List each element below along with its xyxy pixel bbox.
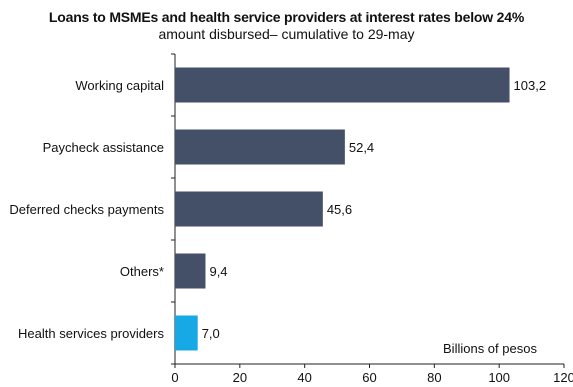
category-label: Health services providers [18, 326, 164, 341]
bar [175, 129, 345, 165]
bar [175, 67, 510, 103]
unit-label: Billions of pesos [443, 341, 537, 356]
bar [175, 315, 198, 351]
x-tick-label: 40 [297, 370, 311, 385]
category-label: Deferred checks payments [9, 202, 164, 217]
bar [175, 191, 323, 227]
bar [175, 253, 206, 289]
category-label: Others* [120, 264, 164, 279]
x-tick-label: 80 [427, 370, 441, 385]
data-label: 52,4 [349, 140, 374, 155]
x-tick-label: 60 [362, 370, 376, 385]
x-tick-label: 20 [233, 370, 247, 385]
x-tick-label: 120 [553, 370, 573, 385]
x-tick-label: 100 [488, 370, 510, 385]
category-label: Working capital [75, 78, 164, 93]
data-label: 9,4 [209, 264, 227, 279]
chart-subtitle: amount disbursed– cumulative to 29-may [158, 26, 415, 42]
x-tick-label: 0 [171, 370, 178, 385]
chart-title: Loans to MSMEs and health service provid… [48, 9, 525, 25]
data-label: 45,6 [327, 202, 352, 217]
category-label: Paycheck assistance [43, 140, 164, 155]
data-label: 103,2 [514, 78, 547, 93]
data-label: 7,0 [202, 326, 220, 341]
